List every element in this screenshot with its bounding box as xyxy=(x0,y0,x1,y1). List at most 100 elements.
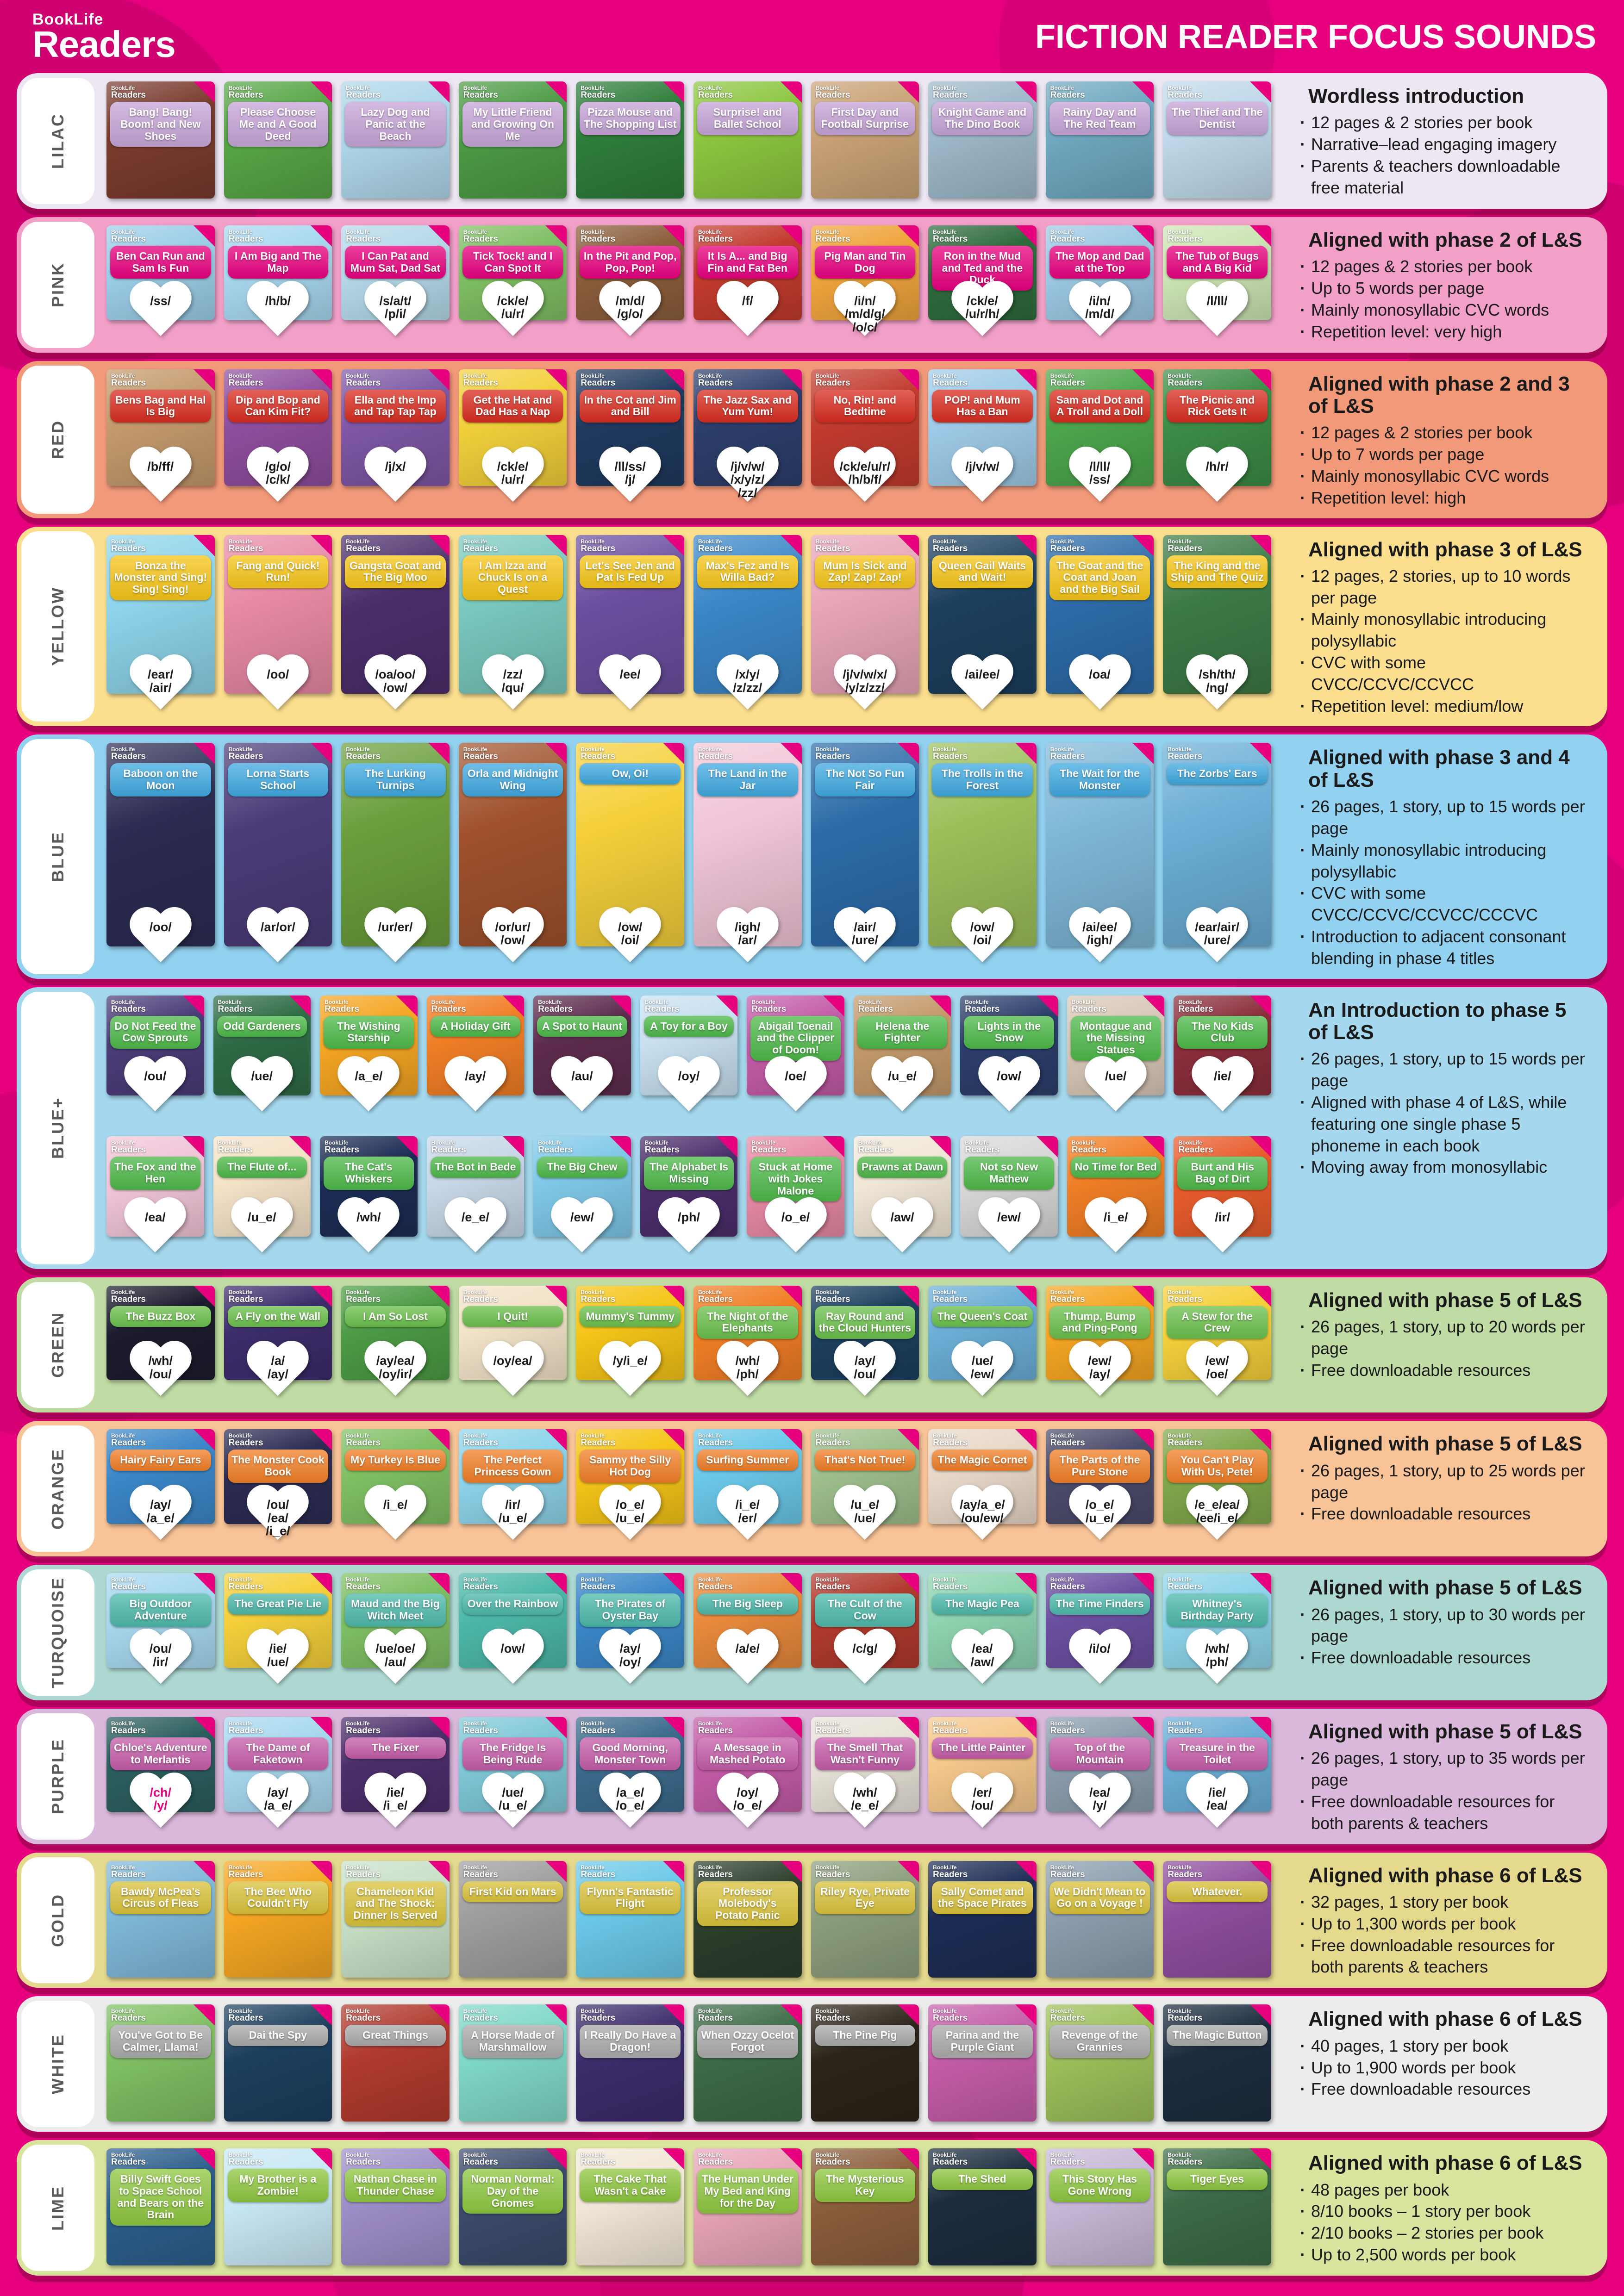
book-title-banner: Ow, Oi! xyxy=(580,763,681,784)
logo-booklife: BookLife xyxy=(1050,85,1074,91)
poster-header: BookLife Readers FICTION READER FOCUS SO… xyxy=(0,0,1624,69)
logo-readers: Readers xyxy=(538,1004,573,1014)
book-title: My Brother is a Zombie! xyxy=(239,2173,317,2197)
book-cover: BookLife Readers The Cake That Wasn't a Ca… xyxy=(576,2148,684,2265)
corner-ribbon-icon xyxy=(1015,1717,1037,1738)
phoneme-heart: /l/ll/ /ss/ xyxy=(1066,448,1134,514)
phoneme-label: /ew/ xyxy=(570,1210,594,1224)
logo-readers: Readers xyxy=(698,1438,733,1448)
booklife-readers-mini-logo: BookLife Readers xyxy=(111,1433,146,1447)
info-bullet: Free downloadable resources xyxy=(1297,1360,1588,1381)
book-cover: BookLife Readers Mummy's Tummy/y/i_e/ xyxy=(576,1285,684,1381)
corner-ribbon-icon xyxy=(1015,81,1037,103)
book-title-banner: The Cat's Whiskers xyxy=(324,1157,414,1190)
book-cover: BookLife Readers The No Kids Club/ie/ xyxy=(1174,995,1272,1096)
booklife-readers-mini-logo: BookLife Readers xyxy=(1050,2152,1085,2166)
info-bullet: Mainly monosyllabic CVC words xyxy=(1297,466,1588,487)
logo-booklife: BookLife xyxy=(228,746,252,753)
book-cover: BookLife Readers Bonza the Monster and Sin… xyxy=(106,535,215,694)
level-row-yellow: YELLOW BookLife Readers Bonza the Monster a… xyxy=(17,526,1607,727)
phoneme-heart: /oy/ea/ xyxy=(479,1342,547,1408)
logo-booklife: BookLife xyxy=(1168,2008,1192,2015)
book-cover: BookLife Readers No, Rin! and Bedtime/ck/e… xyxy=(811,369,919,486)
book-title: The Queen's Coat xyxy=(937,1310,1028,1322)
book-title-banner: Rainy Day and The Red Team xyxy=(1049,102,1150,135)
level-tab-white: WHITE xyxy=(21,2001,94,2128)
book-title: The No Kids Club xyxy=(1191,1020,1254,1044)
booklife-readers-mini-logo: BookLife Readers xyxy=(346,1721,381,1735)
book-cover: BookLife Readers Top of the Mountain/ea/ /… xyxy=(1045,1717,1154,1812)
logo-readers: Readers xyxy=(581,1869,616,1879)
logo-booklife: BookLife xyxy=(325,1139,349,1146)
book-cover: BookLife Readers Helena the Fighter/u_e/ xyxy=(853,995,951,1096)
logo-readers: Readers xyxy=(346,1582,381,1592)
book-title: Fang and Quick! Run! xyxy=(236,559,320,584)
phoneme-label: /ew/ xyxy=(997,1210,1021,1224)
logo-booklife: BookLife xyxy=(538,998,562,1005)
phoneme-heart: /ou/ /ea/ /i_e/ xyxy=(244,1486,312,1552)
corner-ribbon-icon xyxy=(503,995,525,1017)
booklife-readers-mini-logo: BookLife Readers xyxy=(1050,229,1085,243)
level-tab-label: RED xyxy=(48,420,67,460)
book-cover: BookLife Readers The Flute of... /u_e/ xyxy=(213,1136,311,1237)
logo-readers: Readers xyxy=(218,1004,253,1014)
book-cover: BookLife Readers I Really Do Have a Dragon… xyxy=(576,2004,684,2122)
phoneme-heart: /wh/ /ou/ xyxy=(126,1342,195,1408)
level-row-lime: LIME BookLife Readers Billy Swift Goes to S… xyxy=(17,2140,1607,2276)
logo-readers: Readers xyxy=(815,1869,850,1879)
info-bullet: CVC with some CVCC/CCVC/CCVCC/CCCVC xyxy=(1297,883,1588,926)
book-title: The Flute of... xyxy=(227,1161,297,1173)
cover-row: BookLife Readers Ben Can Run and Sam Is Fu… xyxy=(97,217,1283,353)
book-cover: BookLife Readers Sally Comet and the Space… xyxy=(928,1860,1037,1978)
book-cover: BookLife Readers In the Pit and Pop, Pop, … xyxy=(576,225,684,321)
booklife-readers-mini-logo: BookLife Readers xyxy=(698,2152,733,2166)
book-cover: BookLife Readers The Lurking Turnips/ur/er… xyxy=(341,743,450,946)
logo-booklife: BookLife xyxy=(325,998,349,1005)
book-title-banner: Montague and the Missing Statues xyxy=(1071,1016,1161,1061)
book-title-banner: Gangsta Goat and The Big Moo xyxy=(345,555,446,589)
corner-ribbon-icon xyxy=(662,1717,684,1738)
book-title: It Is A... and Big Fin and Fat Ben xyxy=(707,249,788,274)
book-cover: BookLife Readers The Alphabet Is Missing/p… xyxy=(640,1136,738,1237)
logo-readers: Readers xyxy=(111,543,146,554)
corner-ribbon-icon xyxy=(1015,1860,1037,1882)
book-cover: BookLife Readers Sam and Dot and A Troll a… xyxy=(1045,369,1154,486)
book-title: The Parts of the Pure Stone xyxy=(1059,1454,1140,1478)
booklife-readers-mini-logo: BookLife Readers xyxy=(229,85,263,100)
corner-ribbon-icon xyxy=(428,2148,450,2170)
logo-readers: Readers xyxy=(698,378,733,388)
book-title-banner: The Magic Pea xyxy=(932,1593,1033,1615)
booklife-readers-mini-logo: BookLife Readers xyxy=(581,1433,615,1447)
book-title: Parina and the Purple Giant xyxy=(945,2029,1019,2053)
phoneme-label: /ir/ xyxy=(1215,1210,1230,1224)
book-title-banner: A Toy for a Boy xyxy=(644,1016,734,1037)
booklife-readers-mini-logo: BookLife Readers xyxy=(229,1865,263,1879)
logo-booklife: BookLife xyxy=(1050,1576,1074,1583)
book-title: Surfing Summer xyxy=(706,1454,789,1466)
logo-readers: Readers xyxy=(698,1294,733,1304)
book-title-banner: The Thief and The Dentist xyxy=(1167,102,1268,135)
level-row-orange: ORANGE BookLife Readers Hairy Fairy Ears/ay… xyxy=(17,1421,1607,1557)
book-title-banner: The Mysterious Key xyxy=(815,2169,916,2202)
phoneme-heart: /ss/ xyxy=(126,282,195,348)
logo-booklife: BookLife xyxy=(1050,372,1074,379)
level-tab-yellow: YELLOW xyxy=(21,531,94,722)
phoneme-label: /i/o/ xyxy=(1089,1641,1111,1655)
corner-ribbon-icon xyxy=(898,743,919,765)
phoneme-heart: /i_e/ xyxy=(361,1486,430,1552)
info-bullet: Narrative–lead engaging imagery xyxy=(1297,134,1588,156)
book-title-banner: I Quit! xyxy=(462,1306,563,1327)
phoneme-label: /ck/e/ /u/r/h/ xyxy=(965,293,999,321)
phoneme-heart: /ll/ss/ /j/ xyxy=(596,448,664,514)
corner-ribbon-icon xyxy=(609,995,631,1017)
book-title-banner: The Goat and the Coat and Joan and the B… xyxy=(1049,555,1150,600)
booklife-readers-mini-logo: BookLife Readers xyxy=(111,539,146,553)
logo-booklife: BookLife xyxy=(815,2152,839,2159)
phoneme-label: /u_e/ xyxy=(248,1210,276,1224)
book-title: Sam and Dot and A Troll and a Doll xyxy=(1056,393,1143,418)
book-cover: BookLife Readers The Night of the Elephant… xyxy=(693,1285,802,1381)
logo-readers: Readers xyxy=(698,2157,733,2167)
book-cover: BookLife Readers POP! and Mum Has a Ban/j/… xyxy=(928,369,1037,486)
logo-readers: Readers xyxy=(228,1294,263,1304)
